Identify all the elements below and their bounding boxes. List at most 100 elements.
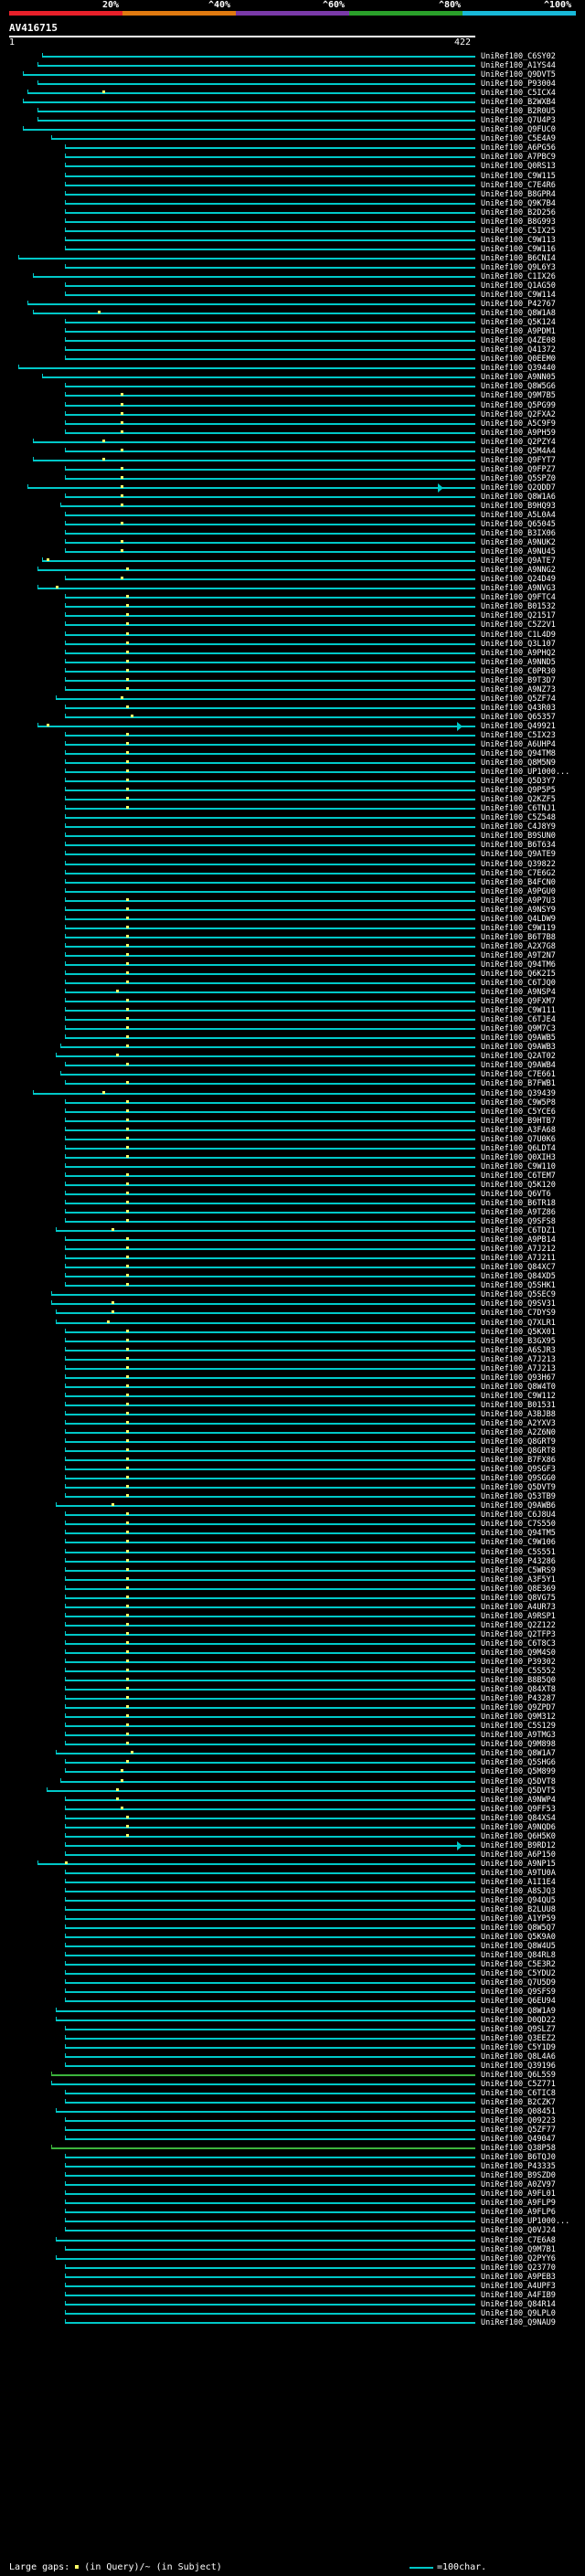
hit-alignment-line[interactable] <box>65 386 475 388</box>
hit-link[interactable]: UniRef100_Q8L4A6 <box>481 2051 556 2062</box>
hit-link[interactable]: UniRef100_Q41372 <box>481 345 556 355</box>
hit-link[interactable]: UniRef100_Q9M7C3 <box>481 1024 556 1034</box>
hit-link[interactable]: UniRef100_Q94QU5 <box>481 1896 556 1906</box>
hit-link[interactable]: UniRef100_C7E4R6 <box>481 180 556 190</box>
hit-alignment-line[interactable] <box>65 1267 475 1269</box>
hit-alignment-line[interactable] <box>56 1753 475 1755</box>
hit-alignment-line[interactable] <box>65 1385 475 1388</box>
hit-alignment-line[interactable] <box>37 65 475 68</box>
hit-link[interactable]: UniRef100_C5YCE6 <box>481 1107 556 1117</box>
hit-link[interactable]: UniRef100_Q5SHG6 <box>481 1758 556 1768</box>
hit-link[interactable]: UniRef100_Q9L6Y3 <box>481 262 556 272</box>
hit-alignment-line[interactable] <box>65 1642 475 1645</box>
hit-alignment-line[interactable] <box>65 817 475 820</box>
hit-alignment-line[interactable] <box>60 1046 475 1049</box>
hit-alignment-line[interactable] <box>65 624 475 627</box>
hit-alignment-line[interactable] <box>65 927 475 929</box>
hit-link[interactable]: UniRef100_C9W113 <box>481 235 556 245</box>
hit-link[interactable]: UniRef100_C6TJE4 <box>481 1015 556 1025</box>
hit-alignment-line[interactable] <box>65 2221 475 2223</box>
hit-link[interactable]: UniRef100_UP1000... <box>481 768 570 778</box>
hit-link[interactable]: UniRef100_C6TIC8 <box>481 2088 556 2098</box>
hit-alignment-line[interactable] <box>37 111 475 113</box>
hit-alignment-line[interactable] <box>65 2230 475 2232</box>
hit-alignment-line[interactable] <box>65 1624 475 1627</box>
hit-alignment-line[interactable] <box>65 2312 475 2315</box>
hit-link[interactable]: UniRef100_Q39439 <box>481 1088 556 1098</box>
hit-alignment-line[interactable] <box>37 725 475 727</box>
hit-link[interactable]: UniRef100_Q2TFP3 <box>481 1629 556 1639</box>
hit-link[interactable]: UniRef100_C5WRS9 <box>481 1565 556 1575</box>
hit-link[interactable]: UniRef100_B2D256 <box>481 207 556 217</box>
hit-alignment-line[interactable] <box>65 2166 475 2168</box>
hit-alignment-line[interactable] <box>65 899 475 902</box>
hit-alignment-line[interactable] <box>65 799 475 801</box>
hit-alignment-line[interactable] <box>50 138 475 141</box>
hit-alignment-line[interactable] <box>65 1394 475 1397</box>
hit-link[interactable]: UniRef100_A3BJB8 <box>481 1409 556 1419</box>
hit-link[interactable]: UniRef100_Q49921 <box>481 721 556 731</box>
hit-alignment-line[interactable] <box>65 156 475 159</box>
hit-link[interactable]: UniRef100_Q39440 <box>481 364 556 374</box>
hit-link[interactable]: UniRef100_Q8VG75 <box>481 1593 556 1603</box>
hit-alignment-line[interactable] <box>18 367 475 370</box>
hit-link[interactable]: UniRef100_B6T634 <box>481 841 556 851</box>
hit-link[interactable]: UniRef100_Q9FPZ7 <box>481 464 556 474</box>
hit-alignment-line[interactable] <box>65 1404 475 1406</box>
hit-link[interactable]: UniRef100_Q5D3Y7 <box>481 777 556 787</box>
hit-alignment-line[interactable] <box>65 1707 475 1710</box>
hit-alignment-line[interactable] <box>65 1487 475 1489</box>
hit-link[interactable]: UniRef100_A7J213 <box>481 1363 556 1373</box>
hit-link[interactable]: UniRef100_Q9NAU9 <box>481 2317 556 2327</box>
hit-alignment-line[interactable] <box>32 1092 475 1095</box>
hit-link[interactable]: UniRef100_B8B5Q0 <box>481 1676 556 1686</box>
hit-link[interactable]: UniRef100_A6PG56 <box>481 143 556 154</box>
hit-link[interactable]: UniRef100_Q8W5G6 <box>481 382 556 392</box>
hit-link[interactable]: UniRef100_Q8E369 <box>481 1584 556 1594</box>
hit-link[interactable]: UniRef100_A6P150 <box>481 1850 556 1860</box>
hit-alignment-line[interactable] <box>56 1505 475 1508</box>
hit-alignment-line[interactable] <box>65 2120 475 2122</box>
hit-alignment-line[interactable] <box>65 1340 475 1342</box>
hit-link[interactable]: UniRef100_Q2FXA2 <box>481 409 556 419</box>
hit-link[interactable]: UniRef100_A9TZ86 <box>481 1208 556 1218</box>
hit-alignment-line[interactable] <box>65 1174 475 1177</box>
hit-alignment-line[interactable] <box>65 1982 475 1985</box>
hit-link[interactable]: UniRef100_Q3EEZ2 <box>481 2033 556 2043</box>
hit-alignment-line[interactable] <box>65 1183 475 1186</box>
hit-alignment-line[interactable] <box>65 239 475 241</box>
hit-alignment-line[interactable] <box>65 349 475 352</box>
hit-link[interactable]: UniRef100_Q8W4U5 <box>481 1942 556 1952</box>
hit-alignment-line[interactable] <box>65 1165 475 1168</box>
hit-alignment-line[interactable] <box>65 1083 475 1086</box>
hit-link[interactable]: UniRef100_Q6L5S9 <box>481 2070 556 2080</box>
hit-alignment-line[interactable] <box>65 578 475 581</box>
hit-alignment-line[interactable] <box>65 2284 475 2287</box>
hit-alignment-line[interactable] <box>65 468 475 471</box>
hit-link[interactable]: UniRef100_B6TQJ0 <box>481 2153 556 2163</box>
hit-alignment-line[interactable] <box>65 1551 475 1553</box>
hit-link[interactable]: UniRef100_Q5KX01 <box>481 1327 556 1337</box>
hit-link[interactable]: UniRef100_A9TU0A <box>481 1868 556 1878</box>
hit-link[interactable]: UniRef100_A5L0A4 <box>481 511 556 520</box>
hit-link[interactable]: UniRef100_Q24D49 <box>481 575 556 585</box>
hit-alignment-line[interactable] <box>37 588 475 590</box>
hit-link[interactable]: UniRef100_UP1000... <box>481 2217 570 2227</box>
hit-link[interactable]: UniRef100_Q5SPZ0 <box>481 473 556 483</box>
hit-link[interactable]: UniRef100_Q8W1A7 <box>481 1749 556 1759</box>
hit-link[interactable]: UniRef100_Q9AWB5 <box>481 1034 556 1044</box>
hit-link[interactable]: UniRef100_C9W106 <box>481 1538 556 1548</box>
hit-link[interactable]: UniRef100_A9NN05 <box>481 373 556 383</box>
hit-link[interactable]: UniRef100_C6T8C3 <box>481 1638 556 1648</box>
hit-link[interactable]: UniRef100_Q2AT02 <box>481 1052 556 1062</box>
hit-alignment-line[interactable] <box>65 404 475 407</box>
hit-alignment-line[interactable] <box>65 1138 475 1140</box>
hit-link[interactable]: UniRef100_B9HQ93 <box>481 501 556 511</box>
hit-alignment-line[interactable] <box>65 1239 475 1242</box>
hit-link[interactable]: UniRef100_Q9FUC0 <box>481 125 556 135</box>
hit-alignment-line[interactable] <box>65 1964 475 1966</box>
hit-alignment-line[interactable] <box>65 2266 475 2269</box>
hit-link[interactable]: UniRef100_A4UPF3 <box>481 2281 556 2291</box>
hit-alignment-line[interactable] <box>65 688 475 691</box>
hit-link[interactable]: UniRef100_A9PDM1 <box>481 327 556 337</box>
